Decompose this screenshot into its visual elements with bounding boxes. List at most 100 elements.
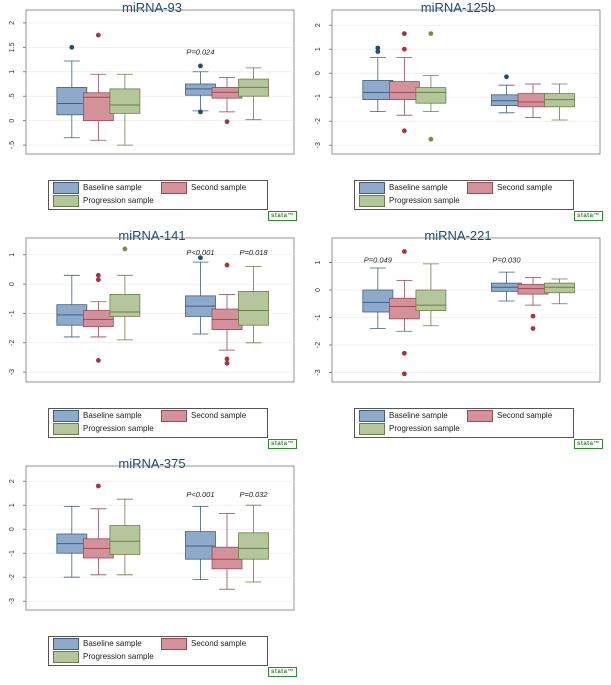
box-abi-baseline bbox=[56, 274, 88, 338]
box-abi-second bbox=[82, 272, 114, 363]
box-iqr bbox=[185, 531, 216, 560]
outlier-point bbox=[95, 272, 101, 278]
plot-frame bbox=[25, 9, 295, 155]
legend-swatch bbox=[359, 423, 385, 435]
outlier-point bbox=[401, 46, 407, 52]
box-doc-second bbox=[211, 262, 243, 366]
y-tick-label: -3 bbox=[315, 369, 322, 375]
legend: Baseline sample Second sample Progression … bbox=[354, 408, 574, 438]
legend-item-progression: Progression sample bbox=[53, 195, 154, 207]
box-doc-baseline bbox=[185, 255, 216, 335]
outlier-point bbox=[401, 249, 407, 254]
legend-swatch bbox=[161, 410, 187, 422]
box-abi-second bbox=[82, 32, 114, 141]
legend-swatch bbox=[359, 182, 385, 194]
p-value-annotation: P<0.001 bbox=[186, 490, 214, 499]
stata-logo: stata™ bbox=[574, 439, 604, 449]
y-tick-label: -2 bbox=[9, 340, 16, 346]
y-tick-label: 2 bbox=[315, 23, 322, 27]
outlier-point bbox=[224, 356, 230, 362]
outlier-point bbox=[428, 31, 434, 36]
legend-label: Second sample bbox=[191, 183, 247, 193]
chart-title: miRNA-125b bbox=[420, 0, 496, 15]
box-doc-progression bbox=[238, 266, 269, 344]
y-tick-label: 0 bbox=[9, 119, 16, 123]
box-doc-second bbox=[211, 77, 243, 125]
chart-title: miRNA-375 bbox=[118, 456, 186, 471]
chart-panel-mirna-125b: miRNA-125b-3-2-1012ABIDOCBaseline sample… bbox=[308, 0, 608, 225]
box-abi-progression bbox=[415, 263, 447, 327]
legend-item-second: Second sample bbox=[161, 638, 246, 650]
chart-title: miRNA-93 bbox=[122, 0, 182, 15]
legend-item-baseline: Baseline sample bbox=[53, 638, 142, 650]
box-abi-progression bbox=[109, 246, 141, 341]
box-iqr bbox=[517, 93, 549, 108]
box-doc-baseline bbox=[185, 63, 216, 115]
y-tick-label: 2 bbox=[9, 479, 16, 483]
y-tick-label: 1 bbox=[9, 253, 16, 257]
y-tick-label: 2 bbox=[9, 21, 16, 25]
legend-label: Second sample bbox=[497, 411, 553, 421]
box-abi-second bbox=[388, 249, 420, 377]
outlier-point bbox=[401, 371, 407, 377]
outlier-point bbox=[530, 326, 536, 331]
box-iqr bbox=[415, 289, 447, 312]
legend-swatch bbox=[161, 182, 187, 194]
box-doc-baseline bbox=[491, 271, 522, 302]
box-iqr bbox=[109, 525, 141, 555]
y-tick-label: .5 bbox=[9, 93, 16, 99]
y-tick-label: 0 bbox=[315, 288, 322, 292]
legend-item-baseline: Baseline sample bbox=[53, 410, 142, 422]
box-abi-second bbox=[388, 31, 420, 134]
y-tick-label: -2 bbox=[315, 118, 322, 124]
y-tick-label: -1 bbox=[315, 94, 322, 100]
outlier-point bbox=[428, 136, 434, 142]
legend-item-baseline: Baseline sample bbox=[53, 182, 142, 194]
legend-item-second: Second sample bbox=[161, 410, 246, 422]
legend-label: Progression sample bbox=[83, 652, 154, 662]
y-tick-label: -.5 bbox=[9, 141, 16, 149]
chart-panel-mirna-93: miRNA-93-.50.511.52ABIDOCP=0.024Baseline… bbox=[2, 0, 302, 225]
chart-title: miRNA-221 bbox=[424, 228, 492, 243]
box-iqr bbox=[388, 81, 420, 100]
legend: Baseline sample Second sample Progression … bbox=[48, 636, 268, 666]
box-iqr bbox=[544, 93, 575, 108]
outlier-point bbox=[401, 128, 407, 134]
p-value-annotation: P=0.032 bbox=[239, 490, 268, 499]
box-doc-second bbox=[211, 513, 243, 590]
y-tick-label: 0 bbox=[9, 282, 16, 286]
box-iqr bbox=[517, 284, 549, 295]
y-tick-label: 1 bbox=[315, 260, 322, 264]
y-tick-label: 0 bbox=[9, 527, 16, 531]
y-tick-label: 1.5 bbox=[9, 42, 16, 52]
stata-logo: stata™ bbox=[268, 439, 298, 449]
outlier-point bbox=[95, 277, 101, 283]
y-tick-label: -3 bbox=[9, 369, 16, 375]
outlier-point bbox=[95, 358, 101, 363]
legend-label: Baseline sample bbox=[83, 639, 142, 649]
box-doc-progression bbox=[544, 278, 575, 305]
legend-label: Progression sample bbox=[83, 196, 154, 206]
legend-label: Baseline sample bbox=[389, 411, 448, 421]
box-iqr bbox=[82, 310, 114, 328]
p-value-annotation: P=0.024 bbox=[186, 48, 214, 57]
y-tick-label: -1 bbox=[9, 550, 16, 556]
chart-panel-mirna-221: miRNA-221-3-2-101ABIDOCP=0.049P=0.030Bas… bbox=[308, 228, 608, 453]
legend-item-second: Second sample bbox=[467, 182, 552, 194]
plot-frame bbox=[331, 237, 601, 383]
box-iqr bbox=[109, 88, 141, 114]
legend-swatch bbox=[53, 423, 79, 435]
legend: Baseline sample Second sample Progression … bbox=[48, 180, 268, 210]
legend-swatch bbox=[53, 195, 79, 207]
outlier-point bbox=[95, 32, 101, 38]
p-value-annotation: P=0.030 bbox=[492, 256, 521, 265]
legend-item-progression: Progression sample bbox=[359, 195, 460, 207]
box-abi-baseline bbox=[362, 45, 394, 112]
y-tick-label: -2 bbox=[315, 342, 322, 348]
legend-label: Baseline sample bbox=[83, 183, 142, 193]
box-abi-progression bbox=[415, 31, 447, 142]
legend-swatch bbox=[53, 651, 79, 663]
outlier-point bbox=[504, 74, 509, 80]
